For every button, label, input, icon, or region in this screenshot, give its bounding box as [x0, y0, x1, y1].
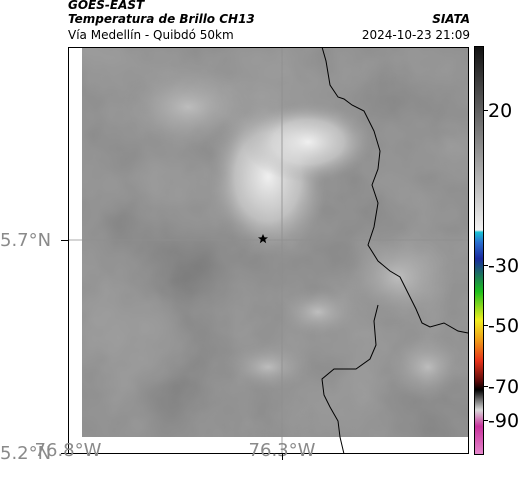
route-subtitle: Vía Medellín - Quibdó 50km — [68, 28, 234, 42]
colorbar-tick: -70 — [484, 375, 526, 399]
satellite-name: GOES-EAST — [68, 0, 145, 12]
lon-label: 76.8°W — [34, 440, 102, 461]
map-frame — [68, 47, 469, 454]
colorbar — [474, 46, 484, 455]
satellite-map — [68, 47, 469, 454]
department-border — [321, 47, 469, 334]
lat-label: 5.2°N — [0, 443, 52, 464]
timestamp: 2024-10-23 21:09 — [361, 28, 470, 42]
lat-tick — [61, 453, 68, 454]
product-title: Temperatura de Brillo CH13 — [68, 12, 255, 26]
lat-label: 5.7°N — [0, 230, 52, 251]
colorbar-tick: -90 — [484, 409, 526, 433]
lon-tick — [282, 454, 283, 460]
colorbar-tick: -30 — [484, 254, 526, 278]
department-border — [321, 304, 379, 454]
lat-tick — [61, 240, 68, 241]
colorbar-tick: -50 — [484, 314, 526, 338]
star-icon — [258, 234, 268, 244]
organization-label: SIATA — [432, 12, 470, 26]
colorbar-tick: 20 — [484, 99, 526, 123]
lon-label: 76.3°W — [248, 440, 316, 461]
